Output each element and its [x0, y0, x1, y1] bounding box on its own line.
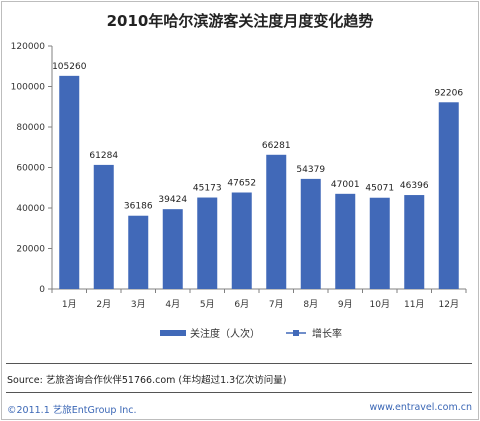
bar — [231, 192, 252, 289]
bar-value-label: 47652 — [227, 179, 256, 189]
bar — [162, 209, 183, 289]
x-tick-label: 10月 — [370, 299, 390, 310]
y-tick-label: 40000 — [16, 204, 45, 214]
source-note: Source: 艺旅咨询合作伙伴51766.com (年均超过1.3亿次访问量) — [7, 375, 287, 386]
x-tick-label: 6月 — [234, 299, 249, 310]
x-tick-label: 5月 — [200, 299, 215, 310]
bar — [335, 193, 356, 289]
y-tick-label: 20000 — [16, 245, 45, 255]
y-tick-label: 60000 — [16, 164, 45, 174]
bar — [300, 178, 321, 289]
bar-value-label: 36186 — [124, 202, 153, 212]
bar — [128, 215, 149, 289]
legend-swatch-marker — [293, 330, 299, 336]
x-tick-label: 1月 — [62, 299, 77, 310]
bar-value-label: 47001 — [331, 180, 360, 190]
bar-value-label: 45071 — [365, 184, 394, 194]
bar-value-label: 92206 — [434, 88, 463, 98]
footer-website[interactable]: www.entravel.com.cn — [369, 402, 472, 413]
bar-value-label: 45173 — [193, 184, 222, 194]
chart-title: 2010年哈尔滨游客关注度月度变化趋势 — [106, 12, 374, 30]
y-tick-label: 100000 — [11, 83, 46, 93]
bar — [438, 102, 459, 289]
x-tick-label: 9月 — [338, 299, 353, 310]
separator-top — [6, 363, 472, 364]
footer-copyright: ©2011.1 艺旅EntGroup Inc. — [7, 405, 137, 416]
separator-bottom — [6, 392, 472, 393]
x-tick-label: 11月 — [404, 299, 424, 310]
legend-label: 增长率 — [312, 327, 342, 340]
bar-value-label: 46396 — [400, 181, 429, 191]
bar — [369, 197, 390, 289]
bar-value-label: 105260 — [52, 62, 87, 72]
bar — [59, 75, 80, 289]
x-tick-label: 2月 — [96, 299, 111, 310]
bar-value-label: 66281 — [262, 141, 291, 151]
legend-swatch-bar — [160, 330, 186, 336]
y-tick-label: 0 — [39, 285, 45, 295]
legend-label: 关注度（人次） — [190, 327, 260, 340]
x-tick-label: 8月 — [303, 299, 318, 310]
x-tick-label: 3月 — [131, 299, 146, 310]
bar-value-label: 54379 — [296, 165, 325, 175]
y-tick-label: 120000 — [11, 42, 46, 52]
x-tick-label: 12月 — [439, 299, 459, 310]
y-tick-label: 80000 — [16, 123, 45, 133]
bar-value-label: 61284 — [89, 151, 118, 161]
bar — [197, 197, 218, 289]
bar — [266, 154, 287, 289]
bar-value-label: 39424 — [158, 195, 187, 205]
bar — [404, 195, 425, 289]
bar — [93, 164, 114, 289]
x-tick-label: 4月 — [165, 299, 180, 310]
x-tick-label: 7月 — [269, 299, 284, 310]
